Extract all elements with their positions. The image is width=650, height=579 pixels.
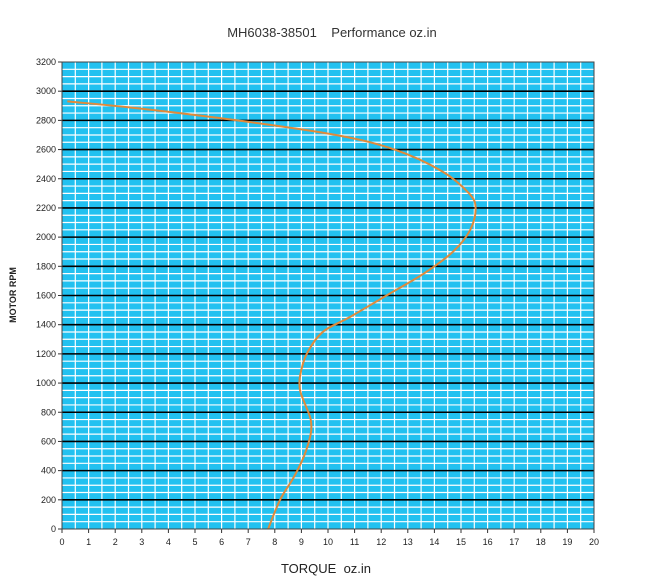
x-tick-label: 3 [139,537,144,547]
x-tick-label: 13 [403,537,413,547]
x-tick-label: 17 [509,537,519,547]
x-tick-label: 10 [323,537,333,547]
x-tick-label: 12 [376,537,386,547]
x-tick-label: 7 [246,537,251,547]
y-tick-label: 800 [41,407,56,417]
performance-curve [67,100,477,530]
x-tick-label: 16 [483,537,493,547]
y-tick-label: 1000 [36,378,56,388]
y-tick-label: 200 [41,495,56,505]
y-tick-label: 400 [41,466,56,476]
x-tick-label: 15 [456,537,466,547]
major-grid [62,90,594,501]
y-tick-label: 2400 [36,174,56,184]
y-tick-label: 2800 [36,115,56,125]
y-axis-label: MOTOR RPM [8,267,18,323]
y-tick-label: 600 [41,436,56,446]
x-tick-label: 0 [59,537,64,547]
x-axis-label: TORQUE oz.in [281,561,371,576]
x-tick-label: 20 [589,537,599,547]
x-tick-label: 19 [562,537,572,547]
y-tick-label: 2200 [36,203,56,213]
x-tick-label: 11 [350,537,359,547]
y-tick-label: 0 [51,524,56,534]
axis-ticks: 0 1 2 3 4 5 6 7 8 9 10 11 12 13 14 15 16 17 18 19 2002004006… [36,57,599,547]
chart-title: MH6038-38501 Performance oz.in [227,25,437,40]
x-tick-label: 9 [299,537,304,547]
x-tick-label: 18 [536,537,546,547]
y-tick-label: 2600 [36,145,56,155]
x-tick-label: 1 [86,537,91,547]
x-tick-label: 4 [166,537,171,547]
x-tick-label: 8 [272,537,277,547]
y-tick-label: 1800 [36,261,56,271]
y-tick-label: 1200 [36,349,56,359]
x-tick-label: 5 [192,537,197,547]
x-tick-label: 2 [113,537,118,547]
x-tick-label: 14 [429,537,439,547]
y-tick-label: 1400 [36,320,56,330]
y-tick-label: 3000 [36,86,56,96]
plot-border [61,61,595,530]
x-tick-label: 6 [219,537,224,547]
y-tick-label: 3200 [36,57,56,67]
y-tick-label: 2000 [36,232,56,242]
y-tick-label: 1600 [36,291,56,301]
